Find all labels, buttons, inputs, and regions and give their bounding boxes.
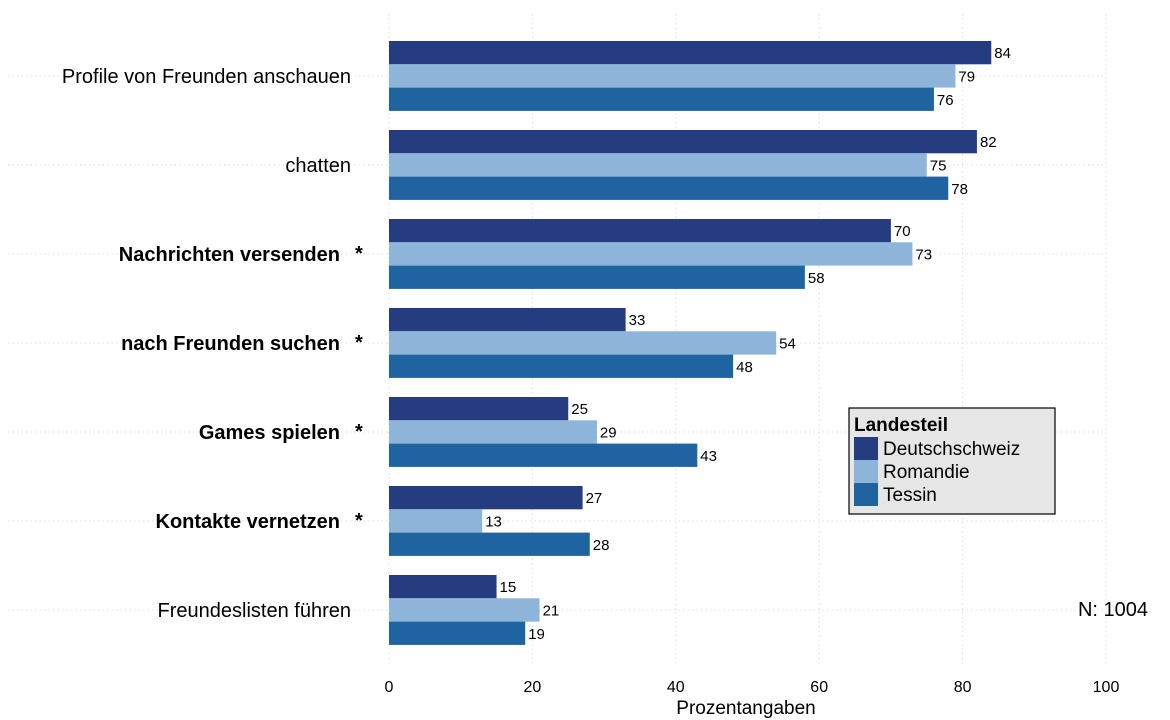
sample-size-note: N: 1004	[1078, 599, 1148, 621]
category-label: chatten	[285, 155, 351, 177]
value-label: 25	[571, 401, 588, 418]
bar-romandie	[389, 331, 777, 355]
value-label: 84	[994, 45, 1011, 62]
bar-tessin	[389, 176, 949, 200]
value-label: 79	[958, 68, 975, 85]
x-tick-label: 60	[810, 679, 828, 696]
legend-swatch	[854, 460, 878, 483]
bar-romandie	[389, 242, 913, 266]
significance-marker: *	[355, 243, 363, 265]
bar-tessin	[389, 354, 734, 378]
bars-layer	[389, 41, 992, 645]
value-label: 27	[586, 490, 603, 507]
value-label: 43	[700, 448, 717, 465]
x-tick-label: 20	[524, 679, 542, 696]
bar-deutschschweiz	[389, 575, 497, 599]
value-label: 15	[500, 579, 517, 596]
bar-deutschschweiz	[389, 219, 891, 243]
value-label: 19	[528, 626, 545, 643]
bar-romandie	[389, 509, 483, 533]
bar-romandie	[389, 64, 956, 88]
value-label: 58	[808, 270, 825, 287]
legend-entry: Tessin	[883, 485, 937, 506]
legend-swatch	[854, 437, 878, 460]
value-label: 48	[736, 359, 753, 376]
category-label: Nachrichten versenden	[119, 244, 340, 266]
bar-tessin	[389, 87, 934, 111]
bar-tessin	[389, 621, 526, 645]
bar-tessin	[389, 265, 805, 289]
bar-deutschschweiz	[389, 486, 583, 510]
significance-marker: *	[355, 332, 363, 354]
legend-box	[848, 407, 1056, 515]
bar-tessin	[389, 532, 590, 556]
value-label: 54	[779, 335, 796, 352]
value-label: 78	[951, 181, 968, 198]
legend-entry: Deutschschweiz	[883, 439, 1020, 460]
value-label: 73	[915, 246, 932, 263]
category-labels: Profile von Freunden anschauen chatten Nac…	[62, 66, 363, 622]
value-label: 13	[485, 513, 502, 530]
bar-romandie	[389, 153, 927, 177]
value-label: 21	[543, 602, 560, 619]
legend-swatch	[854, 483, 878, 506]
bar-tessin	[389, 443, 698, 467]
value-label: 29	[600, 424, 617, 441]
value-label: 28	[593, 537, 610, 554]
bar-deutschschweiz	[389, 308, 626, 332]
legend-title: Landesteil	[854, 415, 948, 436]
x-axis-title: Prozentangaben	[676, 698, 815, 719]
legend-entry: Romandie	[883, 462, 970, 483]
bar-deutschschweiz	[389, 397, 569, 421]
bar-romandie	[389, 420, 597, 444]
category-label: Profile von Freunden anschauen	[62, 66, 351, 88]
significance-marker: *	[355, 421, 363, 443]
value-label: 33	[629, 312, 646, 329]
x-tick-label: 80	[954, 679, 972, 696]
value-label: 82	[980, 134, 997, 151]
category-label: Games spielen	[199, 422, 340, 444]
x-axis-ticks: 0 20 40 60 80 100	[385, 679, 1120, 696]
x-tick-label: 100	[1093, 679, 1120, 696]
significance-marker: *	[355, 510, 363, 532]
x-tick-label: 40	[667, 679, 685, 696]
category-label: Kontakte vernetzen	[156, 511, 341, 533]
bar-deutschschweiz	[389, 130, 977, 154]
value-label: 75	[930, 157, 947, 174]
value-label: 70	[894, 223, 911, 240]
x-tick-label: 0	[385, 679, 394, 696]
bar-deutschschweiz	[389, 41, 992, 65]
category-label: nach Freunden suchen	[121, 333, 340, 355]
value-label: 76	[937, 92, 954, 109]
category-label: Freundeslisten führen	[158, 600, 351, 622]
bar-romandie	[389, 598, 540, 622]
